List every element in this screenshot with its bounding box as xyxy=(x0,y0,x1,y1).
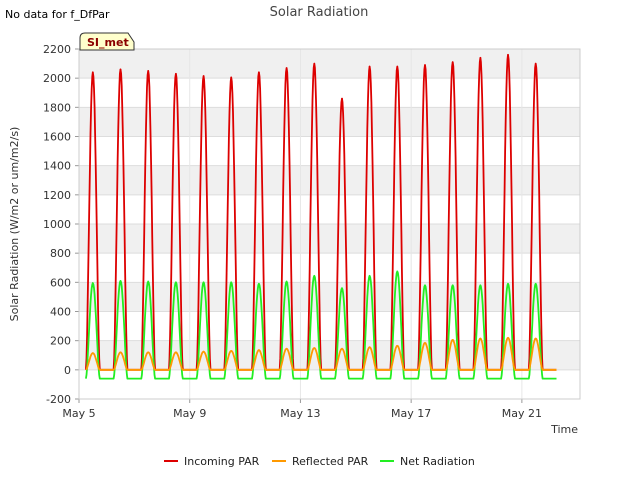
data-point xyxy=(534,337,537,340)
grid-band xyxy=(79,224,580,254)
y-tick-label: 0 xyxy=(64,364,71,377)
y-tick-label: 1000 xyxy=(43,218,71,231)
data-point xyxy=(396,345,399,347)
y-tick-label: 1800 xyxy=(43,101,71,114)
data-point xyxy=(424,284,426,287)
data-point xyxy=(285,347,288,350)
axes: -200 0 200 400 600 800 1000 1200 1400 1600 1800 200… xyxy=(43,43,581,420)
chart-title: Solar Radiation xyxy=(270,5,369,20)
legend-label: Reflected PAR xyxy=(292,455,369,468)
grid-band xyxy=(79,340,580,370)
data-point xyxy=(258,349,260,351)
data-point xyxy=(230,76,232,79)
data-point xyxy=(92,282,94,284)
data-point xyxy=(175,351,177,354)
data-point xyxy=(147,280,149,283)
plot-frame xyxy=(78,48,581,400)
data-point xyxy=(119,280,122,282)
no-data-message: No data for f_DfPar xyxy=(5,8,110,21)
x-tick-label: May 17 xyxy=(391,407,431,420)
data-point xyxy=(507,54,509,56)
data-point xyxy=(479,284,482,287)
data-point xyxy=(202,75,205,77)
data-point xyxy=(285,67,288,69)
data-point xyxy=(396,65,399,68)
y-tick-label: -200 xyxy=(46,393,71,406)
data-point xyxy=(479,337,482,340)
x-axis-label: Time xyxy=(550,423,578,436)
x-tick-label: May 21 xyxy=(502,407,542,420)
legend: Incoming PAR Reflected PAR Net Radiation xyxy=(164,455,475,468)
legend-label: Net Radiation xyxy=(400,455,475,468)
data-point xyxy=(175,73,177,75)
y-tick-label: 2200 xyxy=(43,43,71,56)
data-point xyxy=(396,270,399,273)
data-point xyxy=(368,65,371,68)
y-tick-label: 200 xyxy=(50,335,71,348)
data-point xyxy=(534,62,537,65)
series-line-incoming-par xyxy=(85,53,557,371)
data-point xyxy=(175,281,177,284)
grid-band xyxy=(79,282,580,312)
data-point xyxy=(119,68,122,71)
series-layer xyxy=(85,53,557,380)
legend-label: Incoming PAR xyxy=(184,455,260,468)
data-point xyxy=(230,350,232,352)
data-point xyxy=(341,97,343,100)
x-tick-label: May 13 xyxy=(280,407,320,420)
site-label: SI_met xyxy=(87,36,129,49)
data-point xyxy=(313,347,316,349)
grid-band xyxy=(79,49,580,79)
y-tick-label: 2000 xyxy=(43,72,71,85)
data-point xyxy=(202,350,205,353)
data-point xyxy=(92,71,94,74)
data-point xyxy=(119,351,122,354)
data-point xyxy=(313,62,316,65)
y-tick-label: 1600 xyxy=(43,131,71,144)
data-point xyxy=(147,70,149,72)
data-point xyxy=(313,275,316,277)
data-point xyxy=(230,281,232,284)
data-point xyxy=(147,351,149,354)
y-tick-label: 400 xyxy=(50,306,71,319)
data-point xyxy=(451,284,454,287)
data-point xyxy=(424,64,426,66)
data-point xyxy=(92,352,94,354)
x-tick-label: May 9 xyxy=(173,407,206,420)
site-label-badge: SI_met xyxy=(79,32,135,51)
data-point xyxy=(285,280,288,283)
data-point xyxy=(341,287,343,290)
data-point xyxy=(258,283,260,285)
data-point xyxy=(507,283,509,285)
y-tick-label: 1200 xyxy=(43,189,71,202)
y-tick-label: 800 xyxy=(50,247,71,260)
grid-band xyxy=(79,107,580,137)
data-point xyxy=(451,61,454,63)
data-point xyxy=(202,281,205,284)
grid-band xyxy=(79,165,580,195)
data-point xyxy=(534,283,537,285)
y-axis-label: Solar Radiation (W/m2 or um/m2/s) xyxy=(8,127,21,322)
data-point xyxy=(368,275,371,277)
data-point xyxy=(424,342,426,344)
data-point xyxy=(451,339,454,341)
data-point xyxy=(341,347,343,350)
data-point xyxy=(507,337,509,339)
data-point xyxy=(368,346,371,349)
x-tick-label: May 5 xyxy=(62,407,95,420)
data-point xyxy=(258,71,260,74)
y-tick-label: 1400 xyxy=(43,160,71,173)
data-point xyxy=(479,57,482,59)
y-tick-label: 600 xyxy=(50,276,71,289)
